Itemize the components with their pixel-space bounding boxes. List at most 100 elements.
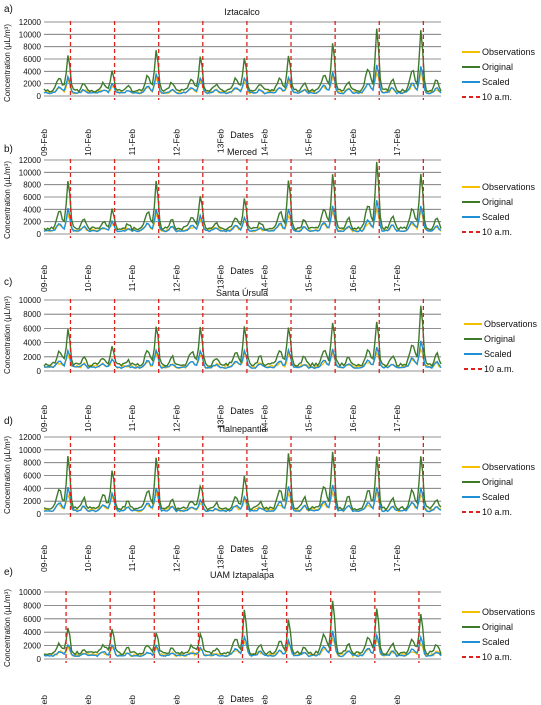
legend-scaled: Scaled <box>482 492 510 502</box>
y-tick-label: 12000 <box>19 18 42 27</box>
legend-ten-am: 10 a.m. <box>482 227 512 237</box>
y-tick-label: 4000 <box>23 67 41 76</box>
y-tick-label: 6000 <box>23 472 41 481</box>
y-tick-label: 0 <box>37 230 42 239</box>
series-scaled <box>43 484 442 513</box>
panel-a-ylabel: Concentration (µL/m³) <box>3 24 12 102</box>
panel-b-legend: Observations Original Scaled 10 a.m. <box>462 182 536 237</box>
panel-a: a) Iztacalco Concentration (µL/m³) Dates… <box>3 4 536 140</box>
panel-a-xlabel: Dates <box>230 130 254 140</box>
panel-c: c) Santa Úrsula Concentration (µL/m³) Da… <box>3 277 538 416</box>
legend-observations: Observations <box>482 182 536 192</box>
panel-e-ylabel: Concentration (µL/m³) <box>3 589 12 667</box>
legend-observations: Observations <box>482 462 536 472</box>
panel-c-ylabel: Concentration (µL/m³) <box>3 296 12 374</box>
series-scaled <box>43 340 442 370</box>
series-scaled <box>43 64 442 95</box>
x-tick-label: 11-Feb <box>127 129 137 156</box>
y-tick-label: 6000 <box>23 193 41 202</box>
x-tick-label: 14-Feb <box>260 265 270 292</box>
y-tick-label: 10000 <box>19 30 42 39</box>
y-tick-label: 0 <box>37 367 42 376</box>
x-tick-label: 17-Feb <box>392 129 402 156</box>
x-tick-label: 12-Feb <box>171 545 181 572</box>
y-tick-label: 0 <box>37 655 42 664</box>
panel-b-xlabel: Dates <box>230 266 254 276</box>
y-tick-label: 8000 <box>23 459 41 468</box>
y-tick-label: 2000 <box>23 353 41 362</box>
x-tick-label: 16-Feb <box>348 695 358 705</box>
panel-d-xlabel: Dates <box>230 544 254 554</box>
y-tick-label: 10000 <box>19 296 42 305</box>
legend-original: Original <box>482 62 513 72</box>
x-tick-label: 10-Feb <box>83 405 93 432</box>
y-tick-label: 12000 <box>19 433 42 442</box>
y-tick-label: 12000 <box>19 156 42 165</box>
legend-observations: Observations <box>482 607 536 617</box>
legend-observations: Observations <box>484 319 538 329</box>
x-tick-label: 12-Feb <box>171 695 181 705</box>
panel-d-label: d) <box>4 416 13 427</box>
x-tick-label: 09-Feb <box>39 545 49 572</box>
legend-ten-am: 10 a.m. <box>484 364 514 374</box>
panel-b: b) Merced Concentration (µL/m³) Dates Ob… <box>3 144 536 276</box>
panel-b-ylabel: Concentration (µL/m³) <box>3 161 12 239</box>
plot-3: 0 2000 4000 6000 8000 10000 12000 09-Feb 10-Feb 1… <box>19 433 442 572</box>
x-tick-label: 15-Feb <box>304 129 314 156</box>
y-tick-label: 4000 <box>23 339 41 348</box>
x-tick-label: 09-Feb <box>39 265 49 292</box>
panel-e-legend: Observations Original Scaled 10 a.m. <box>462 607 536 662</box>
x-tick-label: 10-Feb <box>83 545 93 572</box>
plot-0: 0 2000 4000 6000 8000 10000 12000 09-Feb 10-Feb 1… <box>19 18 442 156</box>
panel-e-xlabel: Dates <box>230 694 254 704</box>
x-tick-label: 15-Feb <box>304 265 314 292</box>
plot-4: 0 2000 4000 6000 8000 10000 09-Feb 10-Feb 11-Feb… <box>19 588 442 705</box>
panel-e-label: e) <box>4 567 13 578</box>
y-tick-label: 10000 <box>19 446 42 455</box>
panel-a-title: Iztacalco <box>224 7 260 17</box>
legend-scaled: Scaled <box>482 77 510 87</box>
series-original <box>43 161 442 232</box>
x-tick-label: 15-Feb <box>304 545 314 572</box>
x-tick-label: 16-Feb <box>348 265 358 292</box>
x-tick-label: 13Feb <box>215 405 225 429</box>
legend-observations: Observations <box>482 47 536 57</box>
legend-scaled: Scaled <box>484 349 512 359</box>
panel-d-title: Tlalnepantla <box>217 424 266 434</box>
legend-original: Original <box>482 622 513 632</box>
x-tick-label: 17-Feb <box>392 405 402 432</box>
panel-b-title: Merced <box>227 147 257 157</box>
y-tick-label: 4000 <box>23 205 41 214</box>
x-tick-label: 14-Feb <box>260 695 270 705</box>
y-tick-label: 6000 <box>23 55 41 64</box>
series-original <box>43 305 442 368</box>
y-tick-label: 8000 <box>23 310 41 319</box>
y-tick-label: 8000 <box>23 43 41 52</box>
y-tick-label: 2000 <box>23 642 41 651</box>
panel-b-label: b) <box>4 144 13 155</box>
y-tick-label: 0 <box>37 510 42 519</box>
panel-a-label: a) <box>4 4 13 15</box>
series-original <box>43 451 442 511</box>
y-tick-label: 10000 <box>19 168 42 177</box>
y-tick-label: 4000 <box>23 484 41 493</box>
y-tick-label: 0 <box>37 92 42 101</box>
y-tick-label: 6000 <box>23 324 41 333</box>
x-tick-label: 13Feb <box>215 545 225 569</box>
x-tick-label: 13Feb <box>215 265 225 289</box>
x-tick-label: 11-Feb <box>127 545 137 572</box>
legend-scaled: Scaled <box>482 212 510 222</box>
legend-ten-am: 10 a.m. <box>482 92 512 102</box>
x-tick-label: 12-Feb <box>171 405 181 432</box>
panel-c-legend: Observations Original Scaled 10 a.m. <box>464 319 538 374</box>
y-tick-label: 6000 <box>23 615 41 624</box>
x-tick-label: 12-Feb <box>171 265 181 292</box>
series-original <box>43 28 442 93</box>
panel-d: d) Tlalnepantla Concentration (µL/m³) Da… <box>3 416 536 554</box>
x-tick-label: 17-Feb <box>392 545 402 572</box>
legend-original: Original <box>484 334 515 344</box>
y-tick-label: 10000 <box>19 588 42 597</box>
y-tick-label: 2000 <box>23 497 41 506</box>
x-tick-label: 16-Feb <box>348 405 358 432</box>
